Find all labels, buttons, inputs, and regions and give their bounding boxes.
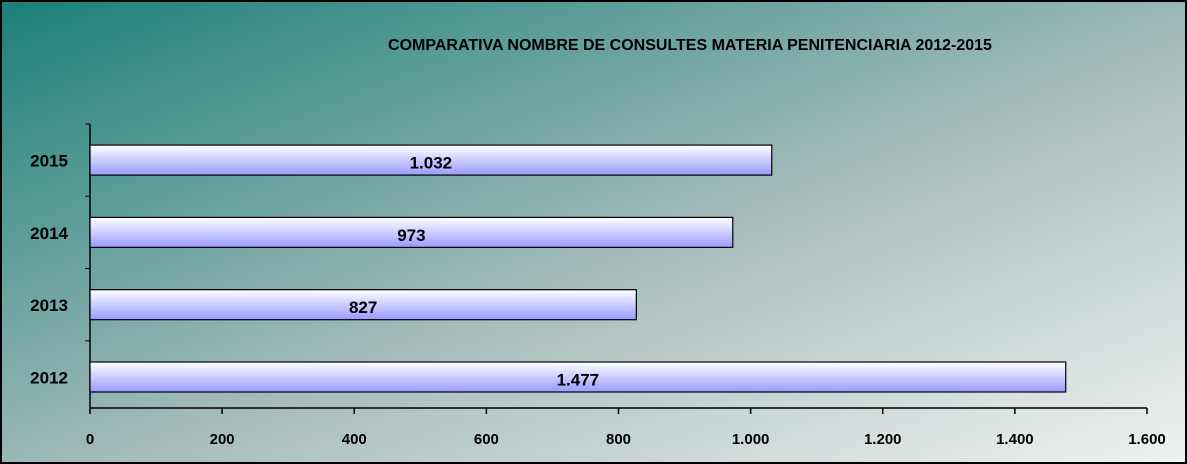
bar xyxy=(89,216,734,248)
x-tick-label: 200 xyxy=(210,431,235,448)
x-tick-label: 400 xyxy=(342,431,367,448)
bar xyxy=(89,361,1067,393)
x-tick-label: 0 xyxy=(86,431,94,448)
value-label: 1.032 xyxy=(410,154,453,173)
chart-title: COMPARATIVA NOMBRE DE CONSULTES MATERIA … xyxy=(388,37,992,54)
value-label: 827 xyxy=(349,298,377,317)
bar xyxy=(89,289,637,321)
bar xyxy=(89,144,773,176)
x-tick-label: 1.200 xyxy=(864,431,902,448)
value-label: 973 xyxy=(397,226,425,245)
x-tick-label: 1.400 xyxy=(996,431,1034,448)
value-label: 1.477 xyxy=(557,370,600,389)
x-tick-label: 600 xyxy=(474,431,499,448)
y-tick-label: 2015 xyxy=(30,152,68,171)
x-tick-label: 1.000 xyxy=(732,431,770,448)
x-tick-label: 800 xyxy=(606,431,631,448)
y-tick-label: 2013 xyxy=(30,296,68,315)
y-tick-label: 2014 xyxy=(30,224,68,243)
x-tick-label: 1.600 xyxy=(1128,431,1166,448)
y-tick-label: 2012 xyxy=(30,368,68,387)
